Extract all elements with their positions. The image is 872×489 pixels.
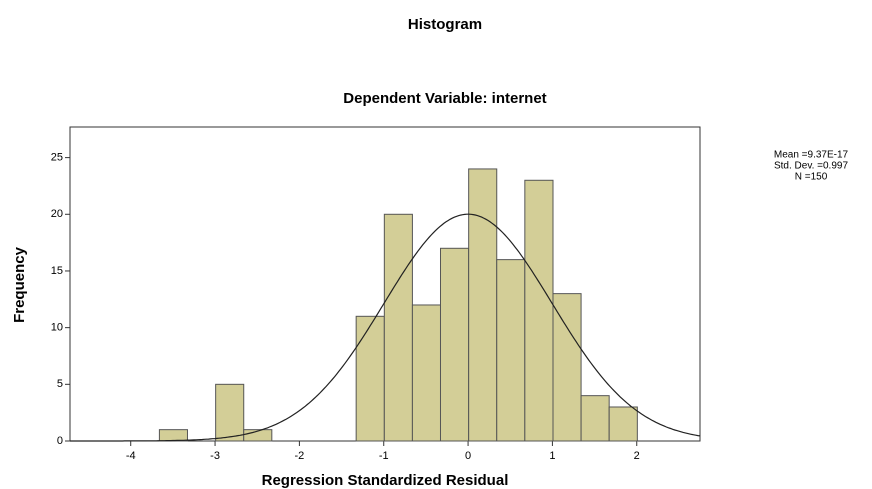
bar bbox=[608, 406, 638, 442]
x-tick-label: -4 bbox=[126, 450, 136, 462]
bar bbox=[355, 315, 385, 442]
y-axis-label: Frequency bbox=[11, 246, 28, 323]
bar bbox=[580, 395, 610, 442]
bar bbox=[439, 247, 470, 442]
x-tick-label: 0 bbox=[465, 450, 471, 462]
x-tick-label: -2 bbox=[295, 450, 305, 462]
chart-title: Histogram bbox=[408, 16, 482, 33]
y-tick-label: 10 bbox=[51, 322, 63, 334]
y-tick-label: 15 bbox=[51, 265, 63, 277]
y-tick-label: 5 bbox=[57, 378, 63, 390]
stat-label: N =150 bbox=[795, 172, 828, 183]
bar bbox=[496, 259, 526, 442]
y-tick-label: 20 bbox=[51, 208, 63, 220]
bar bbox=[158, 429, 188, 442]
x-tick-label: 2 bbox=[634, 450, 640, 462]
normal-curve bbox=[70, 213, 701, 442]
bar bbox=[411, 304, 441, 442]
x-tick-label: -1 bbox=[379, 450, 389, 462]
bar bbox=[383, 213, 413, 442]
y-tick-label: 0 bbox=[57, 435, 63, 447]
bar bbox=[552, 293, 582, 442]
bar bbox=[468, 168, 498, 442]
stat-label: Std. Dev. =0.997 bbox=[774, 161, 848, 172]
x-axis-label: Regression Standardized Residual bbox=[262, 472, 509, 489]
x-tick-label: 1 bbox=[549, 450, 555, 462]
chart-subtitle: Dependent Variable: internet bbox=[343, 90, 546, 107]
bar bbox=[524, 179, 554, 442]
stat-label: Mean =9.37E-17 bbox=[774, 150, 849, 161]
bar bbox=[215, 383, 245, 442]
x-tick-label: -3 bbox=[210, 450, 220, 462]
y-tick-label: 25 bbox=[51, 152, 63, 164]
bar bbox=[243, 429, 273, 442]
